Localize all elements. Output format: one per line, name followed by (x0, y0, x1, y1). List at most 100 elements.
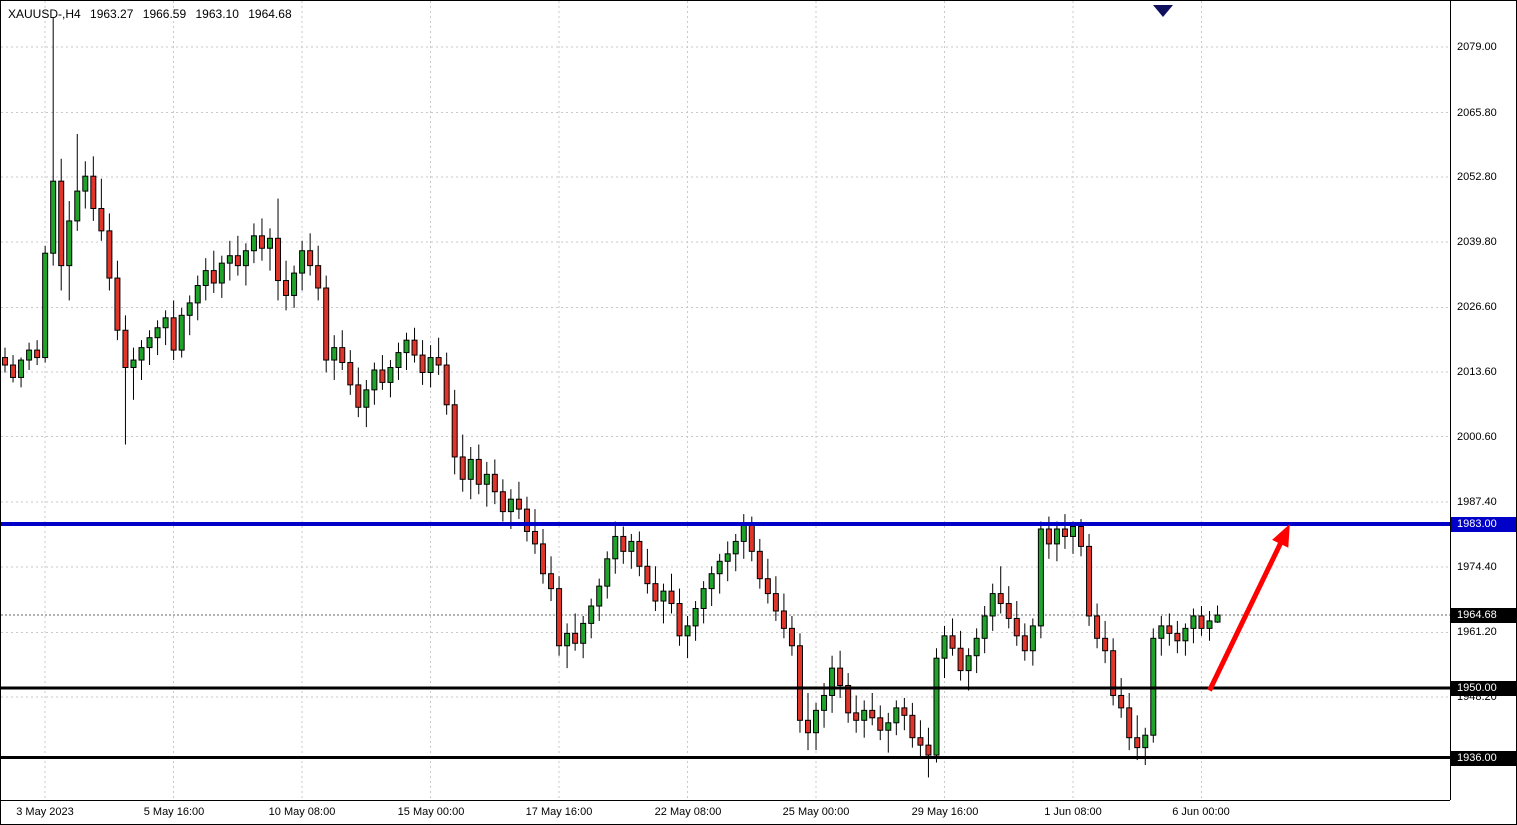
candle-down (435, 357, 442, 366)
candle-down (668, 590, 675, 605)
time-tick-label: 22 May 08:00 (654, 806, 722, 818)
ohlc-header: XAUUSD-,H4 1963.27 1966.59 1963.10 1964.… (8, 7, 298, 21)
price-tick-label: 2079.00 (1457, 41, 1497, 53)
candle-up (427, 357, 434, 373)
current-price-badge: 1964.68 (1451, 608, 1516, 623)
candle-down (1166, 625, 1173, 634)
chart-shift-marker-icon (1153, 5, 1173, 17)
price-tick-label: 2052.80 (1457, 171, 1497, 183)
price-tick-label: 1974.40 (1457, 561, 1497, 573)
trend-arrow-head[interactable] (1272, 524, 1290, 548)
candle-down (997, 593, 1004, 605)
candle-up (74, 190, 81, 222)
candle-down (572, 632, 579, 644)
candle-up (387, 367, 394, 383)
candle-down (548, 573, 555, 590)
candle-up (186, 302, 193, 316)
candle-up (371, 369, 378, 391)
candle-down (475, 458, 482, 485)
candle-up (732, 540, 739, 555)
candle-up (1037, 528, 1044, 627)
candle-down (531, 530, 538, 545)
trend-arrow-shaft[interactable] (1207, 539, 1285, 692)
candle-down (925, 744, 932, 756)
candle-down (515, 498, 522, 510)
symbol-timeframe-label: XAUUSD-,H4 (8, 7, 81, 21)
candle-down (114, 277, 121, 331)
candle-down (1094, 615, 1101, 639)
candle-down (90, 175, 97, 209)
candle-up (242, 250, 249, 267)
candle-up (588, 605, 595, 624)
candle-up (684, 625, 691, 637)
candle-up (226, 255, 233, 264)
candle-up (403, 339, 410, 354)
candle-down (210, 270, 217, 284)
candle-down (1013, 617, 1020, 637)
price-level-badge: 1936.00 (1451, 751, 1516, 766)
candle-up (218, 262, 225, 284)
candle-up (628, 540, 635, 552)
candle-up (507, 498, 514, 513)
chart-plot[interactable] (1, 1, 1450, 800)
candle-up (146, 337, 153, 349)
candle-down (796, 645, 803, 721)
candle-up (973, 637, 980, 657)
candle-up (724, 553, 731, 562)
candle-up (162, 317, 169, 329)
time-tick-label: 15 May 00:00 (397, 806, 465, 818)
candle-down (949, 635, 956, 649)
candle-down (1086, 545, 1093, 617)
candle-down (748, 523, 755, 552)
candle-down (1102, 637, 1109, 652)
candles-layer (2, 17, 1221, 778)
candle-up (130, 359, 137, 369)
candle-down (323, 287, 330, 361)
candle-up (363, 389, 370, 408)
candle-down (805, 719, 811, 734)
candle-down (275, 237, 282, 282)
candle-up (202, 270, 209, 287)
price-tick-label: 1961.20 (1457, 626, 1497, 638)
candle-down (845, 685, 852, 714)
candle-down (652, 583, 659, 602)
candle-down (764, 578, 771, 595)
candle-up (26, 349, 33, 361)
candle-up (194, 285, 201, 304)
candle-up (813, 709, 820, 734)
time-tick-label: 17 May 16:00 (525, 806, 593, 818)
candle-down (1045, 528, 1052, 545)
candle-up (82, 175, 89, 192)
candle-up (861, 709, 868, 721)
candle-down (636, 540, 643, 567)
price-tick-label: 2026.60 (1457, 301, 1497, 313)
candle-down (347, 362, 354, 386)
candle-down (772, 593, 779, 612)
candle-down (122, 329, 129, 369)
candle-up (692, 607, 699, 627)
candle-down (1134, 737, 1141, 749)
candle-up (604, 558, 611, 587)
candle-up (612, 535, 619, 560)
price-tick-label: 2000.60 (1457, 431, 1497, 443)
candle-up (66, 220, 73, 267)
candle-down (1061, 528, 1068, 537)
candle-up (467, 458, 474, 480)
candle-up (965, 655, 972, 672)
candle-down (379, 369, 386, 383)
time-tick-label: 10 May 08:00 (268, 806, 336, 818)
candle-down (620, 535, 627, 552)
candle-up (178, 314, 185, 351)
candle-up (716, 560, 723, 575)
high-value: 1966.59 (142, 7, 187, 21)
candle-up (821, 694, 828, 711)
candle-down (258, 235, 265, 249)
candle-down (411, 339, 418, 356)
candle-down (540, 543, 547, 575)
price-axis[interactable]: 2079.00 2065.80 2052.80 2039.80 2026.60 2013.… (1450, 1, 1516, 800)
candle-up (885, 722, 892, 731)
candle-down (1118, 694, 1125, 709)
candle-down (339, 347, 346, 364)
candle-down (780, 610, 787, 629)
time-axis[interactable]: 3 May 2023 5 May 16:00 10 May 08:00 15 May … (1, 800, 1450, 824)
